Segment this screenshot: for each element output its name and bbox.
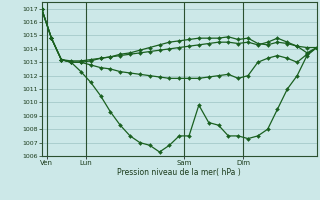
X-axis label: Pression niveau de la mer( hPa ): Pression niveau de la mer( hPa ) (117, 168, 241, 177)
